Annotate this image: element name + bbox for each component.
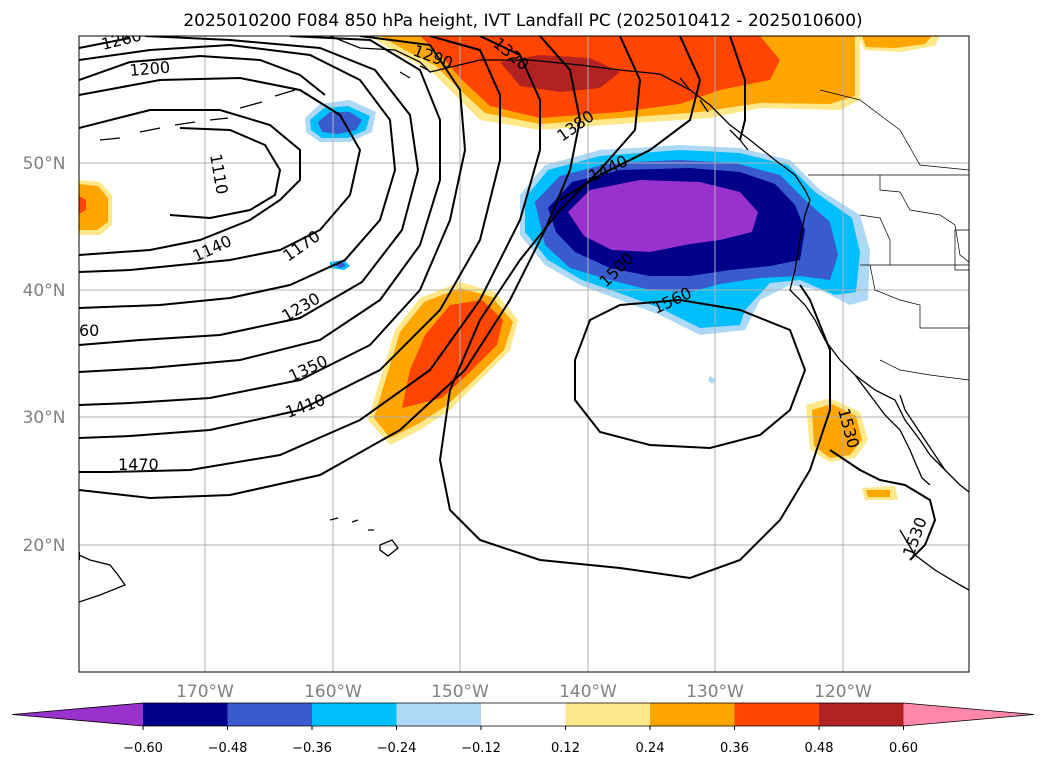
colorbar-segment [481, 703, 566, 726]
lat-label: 40°N [23, 281, 66, 301]
colorbar-segment [819, 703, 904, 726]
lat-label: 20°N [23, 536, 66, 556]
political-borders [808, 89, 969, 381]
map-area: 1260 1200 1290 1320 1380 1110 1140 1170 … [79, 36, 969, 672]
lon-label: 130°W [686, 682, 744, 702]
colorbar-tick-label: 0.60 [889, 741, 918, 756]
lon-label: 150°W [431, 682, 489, 702]
lon-label: 170°W [176, 682, 234, 702]
colorbar-extend-high [903, 703, 1034, 726]
negative-anomaly-main [520, 145, 870, 335]
colorbar-extend-low [12, 703, 143, 726]
colorbar-tick-label: −0.48 [208, 741, 248, 756]
map-border [78, 35, 970, 673]
latitude-labels: 50°N 40°N 30°N 20°N [23, 154, 66, 556]
colorbar-segment [396, 703, 482, 726]
colorbar-tick-label: 0.36 [720, 741, 749, 756]
lat-label: 50°N [23, 154, 66, 174]
colorbar-segment [143, 703, 228, 726]
coastlines [79, 36, 969, 603]
lon-label: 140°W [559, 682, 617, 702]
figure-title: 2025010200 F084 850 hPa height, IVT Land… [183, 11, 862, 31]
colorbar-segment [734, 703, 820, 726]
height-contours [79, 36, 937, 580]
contour-label: 1470 [118, 455, 159, 474]
colorbar-segment [312, 703, 397, 726]
gridlines [79, 36, 969, 672]
colorbar-tick-label: 0.24 [636, 741, 665, 756]
longitude-labels: 170°W 160°W 150°W 140°W 130°W 120°W [176, 682, 872, 702]
colorbar-tick-label: 0.48 [805, 741, 834, 756]
negative-anomaly-aleutian [305, 100, 716, 384]
colorbar-tick-label: −0.12 [461, 741, 501, 756]
lat-label: 30°N [23, 408, 66, 428]
lon-label: 120°W [814, 682, 872, 702]
contour-label: 1200 [129, 58, 171, 80]
contour-label: 60 [79, 321, 99, 340]
colorbar-tick-label: 0.12 [551, 741, 580, 756]
colorbar: −0.60 −0.48 −0.36 −0.24 −0.12 0.12 0.24 0.36 0.4… [11, 702, 1035, 756]
colorbar-segment [565, 703, 651, 726]
colorbar-segment [650, 703, 735, 726]
positive-anomaly-west [79, 180, 112, 235]
colorbar-segment [227, 703, 313, 726]
colorbar-tick-label: −0.36 [292, 741, 332, 756]
lon-label: 160°W [304, 682, 362, 702]
colorbar-tick-label: −0.60 [123, 741, 163, 756]
colorbar-tick-label: −0.24 [377, 741, 417, 756]
